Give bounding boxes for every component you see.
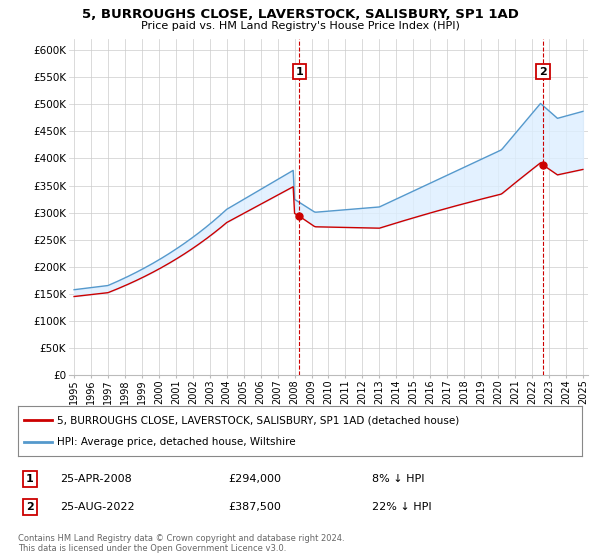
Text: 22% ↓ HPI: 22% ↓ HPI	[372, 502, 431, 512]
Text: 2: 2	[539, 67, 547, 77]
Text: 2: 2	[26, 502, 34, 512]
Text: 1: 1	[26, 474, 34, 484]
Text: 5, BURROUGHS CLOSE, LAVERSTOCK, SALISBURY, SP1 1AD: 5, BURROUGHS CLOSE, LAVERSTOCK, SALISBUR…	[82, 8, 518, 21]
Text: 8% ↓ HPI: 8% ↓ HPI	[372, 474, 425, 484]
Text: HPI: Average price, detached house, Wiltshire: HPI: Average price, detached house, Wilt…	[58, 437, 296, 447]
Text: Price paid vs. HM Land Registry's House Price Index (HPI): Price paid vs. HM Land Registry's House …	[140, 21, 460, 31]
Text: 25-AUG-2022: 25-AUG-2022	[60, 502, 134, 512]
Text: £387,500: £387,500	[228, 502, 281, 512]
Text: Contains HM Land Registry data © Crown copyright and database right 2024.
This d: Contains HM Land Registry data © Crown c…	[18, 534, 344, 553]
Text: 5, BURROUGHS CLOSE, LAVERSTOCK, SALISBURY, SP1 1AD (detached house): 5, BURROUGHS CLOSE, LAVERSTOCK, SALISBUR…	[58, 415, 460, 425]
Text: 25-APR-2008: 25-APR-2008	[60, 474, 132, 484]
Text: 1: 1	[296, 67, 304, 77]
Text: £294,000: £294,000	[228, 474, 281, 484]
